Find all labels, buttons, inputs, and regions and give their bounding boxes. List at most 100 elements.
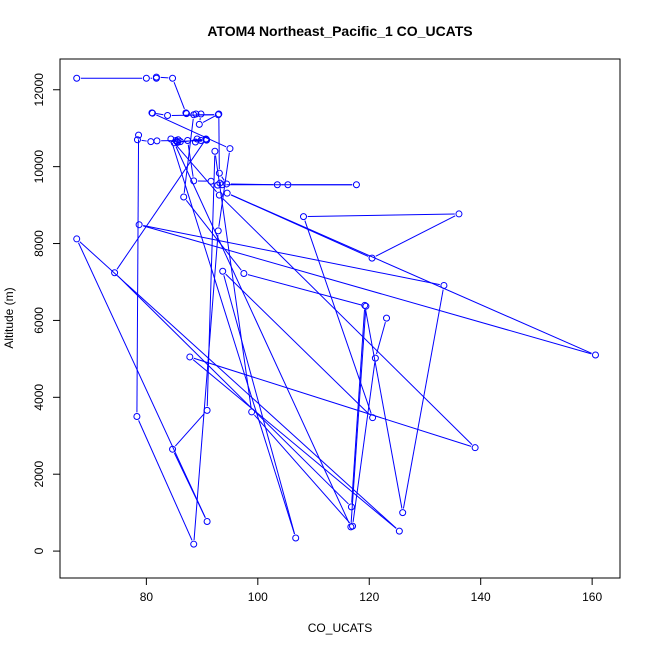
- data-point: [197, 110, 205, 118]
- series-segment: [78, 242, 206, 518]
- data-point: [190, 540, 198, 548]
- data-point: [347, 503, 355, 511]
- x-tick-label: 120: [359, 590, 379, 604]
- data-point: [211, 147, 219, 155]
- series-segment: [160, 76, 169, 79]
- series-segment: [222, 197, 473, 446]
- data-point: [368, 254, 376, 262]
- series-segment: [254, 414, 351, 524]
- series-segment: [141, 139, 147, 142]
- x-axis: 80 100 120 140 160: [140, 577, 602, 604]
- data-point: [215, 169, 223, 177]
- series-segment: [247, 274, 362, 306]
- data-point: [182, 110, 190, 118]
- data-point: [174, 138, 182, 146]
- data-point: [111, 269, 119, 277]
- series-segment: [136, 139, 140, 413]
- series-segment: [173, 81, 185, 110]
- data-point: [169, 445, 177, 453]
- data-point: [214, 227, 222, 235]
- series-segment: [175, 146, 350, 524]
- series-segment: [155, 113, 164, 116]
- series-segment: [117, 275, 349, 505]
- data-point: [190, 177, 198, 185]
- data-point: [190, 111, 198, 119]
- chart-title: ATOM4 Northeast_Pacific_1 CO_UCATS: [207, 23, 472, 39]
- data-point: [349, 522, 357, 530]
- data-point: [169, 74, 177, 82]
- data-point: [240, 270, 248, 278]
- series-segment: [375, 215, 456, 257]
- series-segment: [376, 322, 386, 355]
- series-segment: [116, 142, 205, 270]
- data-point: [219, 267, 227, 275]
- data-point: [223, 180, 231, 188]
- y-axis-label: Altitude (m): [2, 287, 16, 348]
- data-point: [369, 414, 377, 422]
- data-point: [383, 314, 391, 322]
- series-segment: [143, 225, 592, 355]
- data-point: [226, 145, 234, 153]
- series-segment: [174, 413, 205, 447]
- data-point: [147, 138, 155, 146]
- series-segment: [352, 362, 376, 523]
- data-point: [203, 517, 211, 525]
- data-point: [273, 181, 281, 189]
- y-tick-label: 2000: [32, 461, 46, 488]
- y-tick-label: 10000: [32, 150, 46, 184]
- x-tick-label: 140: [471, 590, 491, 604]
- series-segment: [185, 200, 242, 271]
- data-point: [399, 509, 407, 517]
- series-segment: [79, 241, 397, 529]
- series-segment: [138, 420, 193, 541]
- data-point: [352, 181, 360, 189]
- data-point: [133, 413, 141, 421]
- data-point: [184, 137, 192, 145]
- data-point: [223, 189, 231, 197]
- data-point: [207, 177, 215, 185]
- y-tick-label: 0: [32, 547, 46, 554]
- x-tick-label: 80: [140, 590, 154, 604]
- data-point: [248, 408, 256, 416]
- series-segment: [304, 220, 372, 414]
- series-segment: [307, 213, 455, 218]
- data-point: [135, 221, 143, 229]
- series-segment: [171, 142, 295, 535]
- series-segment: [206, 155, 216, 407]
- data-point: [167, 135, 175, 143]
- data-point: [203, 406, 211, 414]
- series-segment: [230, 194, 369, 257]
- y-tick-label: 12000: [32, 73, 46, 107]
- series-segment: [202, 115, 216, 123]
- data-point: [284, 181, 292, 189]
- series-segment: [218, 152, 230, 227]
- data-point: [300, 213, 308, 221]
- series-co-ucats: [73, 73, 599, 548]
- y-tick-label: 8000: [32, 230, 46, 257]
- data-point: [214, 181, 222, 189]
- series-segment: [156, 114, 227, 148]
- x-axis-label: CO_UCATS: [308, 621, 372, 635]
- series-segment: [221, 176, 225, 181]
- x-tick-label: 160: [582, 590, 602, 604]
- data-point: [455, 210, 463, 218]
- series-segment: [230, 194, 592, 354]
- data-point: [371, 354, 379, 362]
- data-point: [361, 301, 369, 309]
- data-point: [216, 179, 224, 187]
- series-segment: [351, 309, 366, 503]
- data-point: [471, 444, 479, 452]
- data-point: [133, 136, 141, 144]
- data-point: [440, 281, 448, 289]
- y-tick-label: 6000: [32, 307, 46, 334]
- data-point: [73, 235, 81, 243]
- data-point: [202, 135, 210, 143]
- series-segment: [402, 289, 444, 509]
- data-point: [292, 534, 300, 542]
- data-point: [135, 131, 143, 139]
- series-segment: [173, 452, 206, 518]
- data-point: [152, 73, 160, 81]
- data-point: [142, 74, 150, 82]
- data-point: [191, 138, 199, 146]
- x-tick-label: 100: [248, 590, 268, 604]
